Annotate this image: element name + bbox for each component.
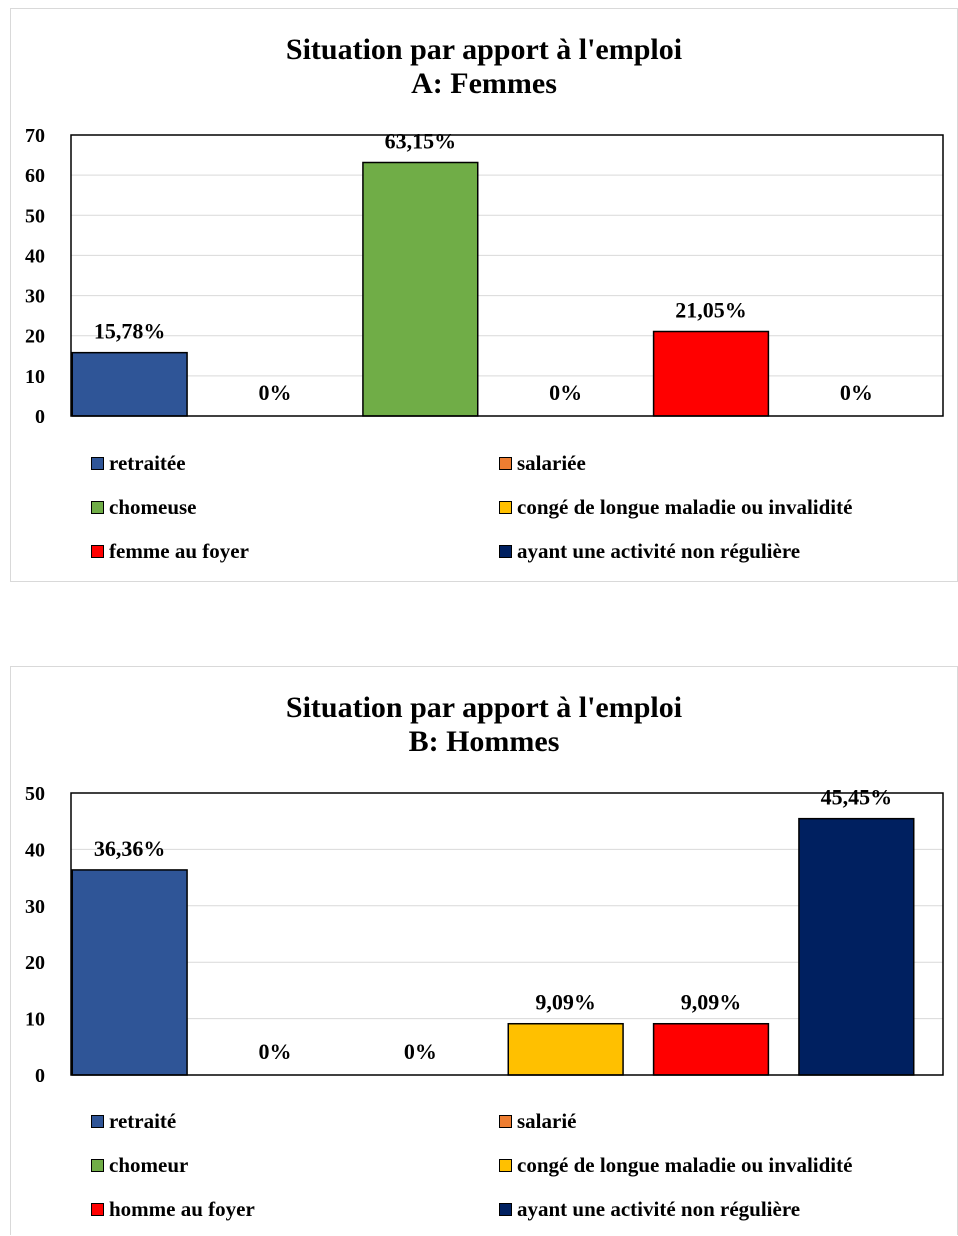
- legend-label: retraitée: [109, 450, 186, 475]
- chart-title-line1: Situation par apport à l'emploi: [285, 33, 683, 66]
- data-label: 21,05%: [675, 297, 747, 322]
- y-tick-label: 10: [25, 366, 45, 388]
- y-tick-label: 0: [35, 406, 45, 428]
- legend-item: salariée: [499, 451, 586, 475]
- legend-swatch: [499, 1114, 512, 1128]
- data-label: 45,45%: [821, 785, 893, 810]
- chart-title-line1: Situation par apport à l'emploi: [285, 691, 683, 724]
- data-label: 0%: [404, 1039, 437, 1064]
- legend-label: femme au foyer: [109, 538, 249, 563]
- legend-item: retraité: [91, 1109, 176, 1133]
- legend-item: homme au foyer: [91, 1197, 255, 1221]
- legend-swatch: [499, 456, 512, 470]
- legend-item: salarié: [499, 1109, 576, 1133]
- legend-swatch: [499, 500, 512, 514]
- bar: [652, 330, 770, 417]
- legend-swatch: [499, 1202, 512, 1216]
- legend-label: ayant une activité non régulière: [517, 1196, 801, 1221]
- legend-femmes: retraitée salariée chomeuse congé de longue…: [91, 451, 931, 563]
- legend-hommes: retraité salarié chomeur congé de longue ma…: [91, 1109, 931, 1221]
- chart-title: Situation par apport à l'emploi B: Homme…: [11, 691, 957, 759]
- data-label: 63,15%: [385, 128, 457, 153]
- y-tick-label: 50: [25, 205, 45, 227]
- y-tick-label: 70: [25, 125, 45, 147]
- legend-label: chomeur: [109, 1152, 189, 1177]
- legend-label: congé de longue maladie ou invalidité: [517, 1152, 853, 1177]
- legend-swatch: [91, 1158, 104, 1172]
- chart-panel-hommes: Situation par apport à l'emploi B: Homme…: [10, 666, 958, 1235]
- bar-chart-femmes: 0 10 20 30 40 50 60 70 15,78% 0% 63,15% 0% 21,05% 0%: [25, 125, 944, 428]
- legend-swatch: [91, 1202, 104, 1216]
- legend-swatch: [499, 1158, 512, 1172]
- y-tick-label: 10: [25, 1009, 45, 1031]
- y-tick-label: 0: [35, 1065, 45, 1087]
- plot-area-border: [70, 792, 944, 1076]
- legend-swatch: [499, 544, 512, 558]
- y-tick-label: 20: [25, 952, 45, 974]
- legend-item: femme au foyer: [91, 539, 249, 563]
- legend-swatch: [91, 456, 104, 470]
- y-tick-label: 60: [25, 165, 45, 187]
- legend-swatch: [91, 1114, 104, 1128]
- data-label: 15,78%: [94, 319, 166, 344]
- plot-area-border: [70, 134, 944, 417]
- y-tick-label: 30: [25, 896, 45, 918]
- legend-item: congé de longue maladie ou invalidité: [499, 1153, 852, 1177]
- bar: [652, 1022, 770, 1076]
- bar: [71, 869, 188, 1076]
- legend-item: congé de longue maladie ou invalidité: [499, 495, 852, 519]
- legend-label: congé de longue maladie ou invalidité: [517, 494, 853, 519]
- y-tick-label: 40: [25, 245, 45, 267]
- data-label: 9,09%: [681, 990, 742, 1015]
- legend-label: homme au foyer: [109, 1196, 255, 1221]
- chart-title-line2: A: Femmes: [411, 67, 557, 100]
- data-label: 36,36%: [94, 836, 166, 861]
- bar: [798, 817, 915, 1076]
- legend-label: retraité: [109, 1108, 177, 1133]
- y-tick-label: 30: [25, 286, 45, 308]
- data-label: 0%: [840, 380, 873, 405]
- bar-chart-hommes: 0 10 20 30 40 50 36,36% 0% 0% 9,09% 9,09% 45,45%: [25, 783, 944, 1087]
- legend-item: chomeur: [91, 1153, 188, 1177]
- data-label: 0%: [259, 380, 292, 405]
- y-tick-label: 20: [25, 326, 45, 348]
- legend-item: ayant une activité non régulière: [499, 539, 800, 563]
- chart-title-line2: B: Hommes: [408, 725, 560, 758]
- data-label: 0%: [549, 380, 582, 405]
- data-label: 0%: [259, 1039, 292, 1064]
- bar: [71, 351, 188, 417]
- bar: [362, 161, 479, 417]
- legend-item: retraitée: [91, 451, 186, 475]
- bar: [507, 1022, 624, 1076]
- chart-title: Situation par apport à l'emploi A: Femme…: [11, 33, 957, 101]
- legend-item: chomeuse: [91, 495, 197, 519]
- legend-label: salarié: [517, 1108, 577, 1133]
- chart-panel-femmes: Situation par apport à l'emploi A: Femme…: [10, 8, 958, 582]
- data-label: 9,09%: [535, 990, 596, 1015]
- legend-item: ayant une activité non régulière: [499, 1197, 800, 1221]
- y-tick-label: 40: [25, 839, 45, 861]
- legend-label: salariée: [517, 450, 586, 475]
- legend-label: chomeuse: [109, 494, 197, 519]
- legend-swatch: [91, 544, 104, 558]
- legend-swatch: [91, 500, 104, 514]
- y-tick-label: 50: [25, 783, 45, 805]
- legend-label: ayant une activité non régulière: [517, 538, 801, 563]
